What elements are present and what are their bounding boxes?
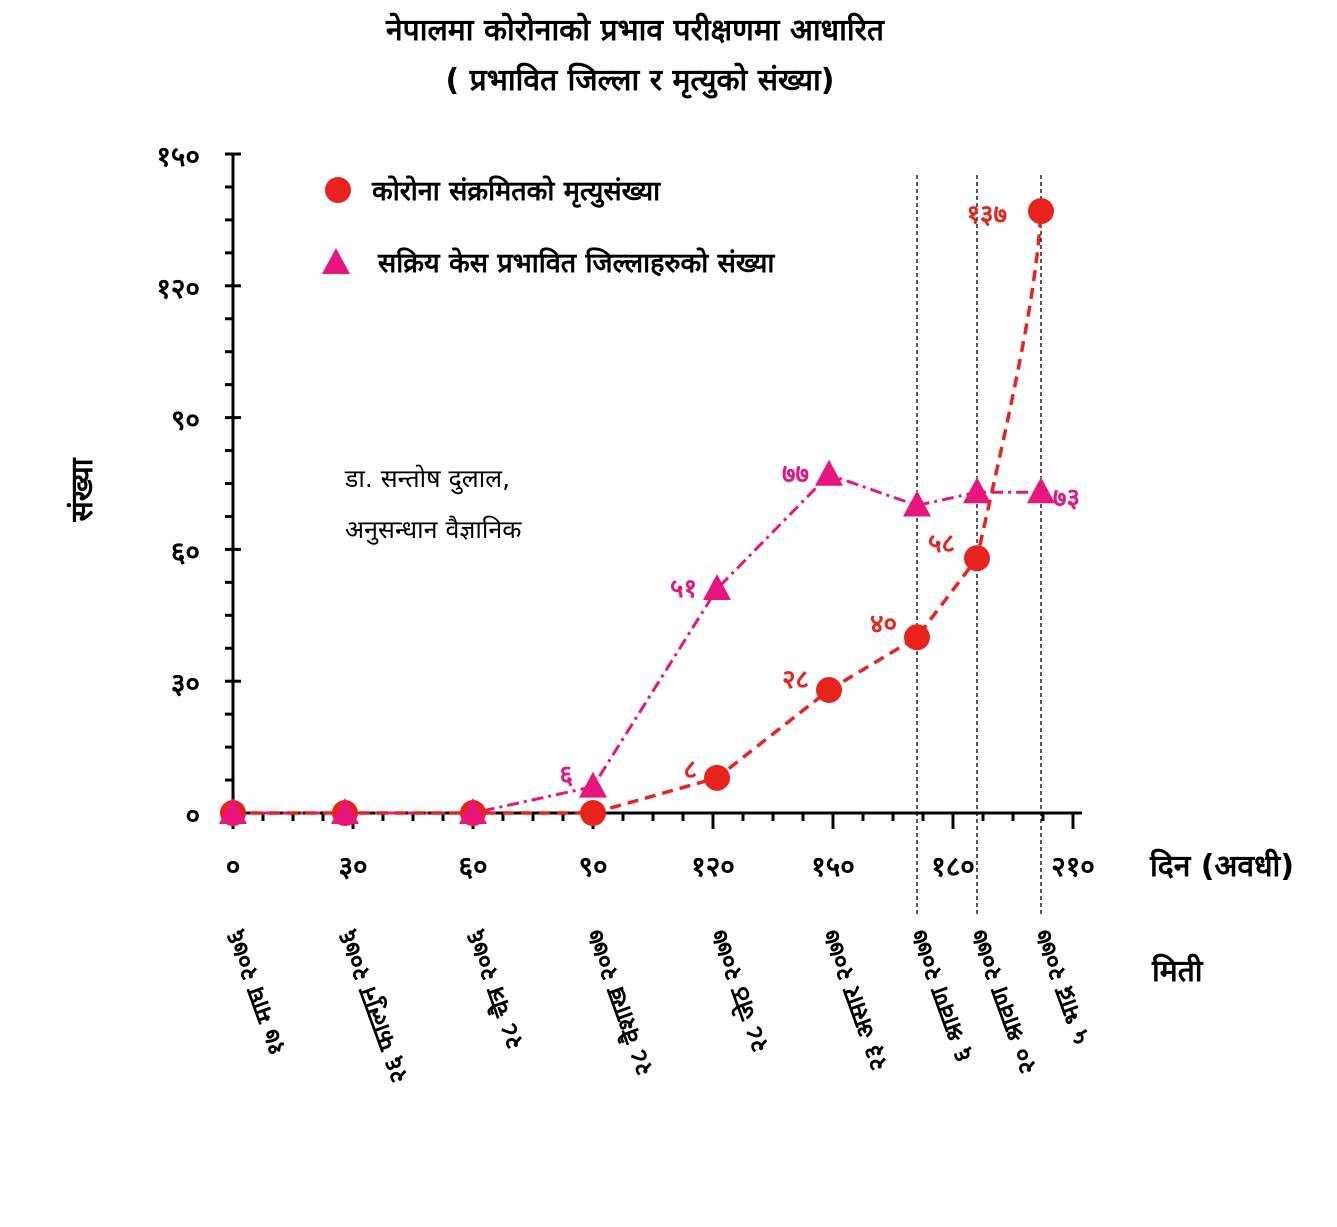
y-tick-label: ०: [185, 799, 200, 832]
y-tick-label: ६०: [171, 535, 200, 568]
legend-marker-deaths: [325, 177, 351, 203]
chart-title-line1: नेपालमा कोरोनाको प्रभाव परीक्षणमा आधारित: [385, 12, 886, 48]
marker-districts: [815, 459, 843, 486]
date-label: २८ वैशाख २०७७: [579, 926, 659, 1080]
marker-districts: [219, 798, 247, 824]
marker-districts: [963, 477, 991, 504]
x-tick-label: ०: [226, 850, 241, 883]
marker-districts: [703, 573, 731, 600]
x-tick-label: १८०: [931, 850, 975, 883]
y-tick-label: ३०: [171, 667, 200, 700]
x-tick-label: १५०: [811, 850, 855, 883]
point-label-districts: ५१: [670, 574, 697, 604]
date-label: १७ माघ २०७६: [219, 926, 291, 1060]
series-line-deaths: [233, 211, 1043, 815]
point-label-districts: ७७: [782, 460, 809, 490]
y-tick-label: १५०: [156, 140, 200, 173]
x-tick-label: ६०: [458, 850, 487, 883]
marker-deaths: [580, 800, 606, 826]
date-axis-label: मिती: [1151, 953, 1204, 989]
legend-label-districts: सक्रिय केस प्रभावित जिल्लाहरुको संख्या: [377, 247, 775, 279]
y-axis-label: संख्या: [65, 457, 100, 522]
date-label: २३ असार २०७७: [815, 926, 893, 1075]
date-label: २८ जेठ २०७७: [703, 926, 774, 1057]
credit-author: डा. सन्तोष दुलाल,: [344, 464, 510, 495]
marker-deaths: [904, 624, 930, 651]
marker-districts: [1027, 477, 1055, 504]
legend: कोरोना संक्रमितको मृत्युसंख्या सक्रिय के…: [322, 175, 775, 279]
marker-deaths: [704, 764, 730, 791]
point-label-deaths: १३७: [966, 200, 1007, 230]
series-lines: [233, 211, 1043, 815]
date-label: २६ फाल्गुन २०७६: [331, 925, 415, 1087]
marker-districts: [459, 798, 487, 824]
point-label-districts: ६: [559, 761, 573, 791]
point-label-deaths: २८: [782, 665, 809, 695]
legend-label-deaths: कोरोना संक्रमितको मृत्युसंख्या: [371, 175, 661, 208]
date-label: ५ भाद्र २०७७: [1027, 926, 1095, 1048]
point-label-deaths: ४०: [870, 609, 897, 639]
point-labels: ८ २८ ४० ५८ १३७ ६ ५१ ७७ ७३: [559, 200, 1080, 791]
marker-districts: [903, 490, 931, 517]
date-labels: १७ माघ २०७६ २६ फाल्गुन २०७६ २८ चैत्र २०७६ २…: [219, 925, 1095, 1087]
credit-affiliation: अनुसन्धान वैज्ञानिक: [345, 515, 522, 545]
x-tick-label: १२०: [691, 850, 735, 883]
legend-marker-districts: [322, 248, 350, 274]
reference-lines: [916, 175, 1042, 915]
date-label: २८ चैत्र २०७६: [459, 926, 529, 1053]
x-tick-label: ९०: [578, 850, 607, 883]
point-label-districts: ७३: [1053, 483, 1080, 513]
marker-deaths: [1028, 198, 1054, 225]
marker-districts: [579, 771, 607, 798]
marker-deaths: [816, 676, 842, 703]
marker-deaths: [964, 545, 990, 572]
marker-districts: [331, 798, 359, 824]
y-tick-label: १२०: [156, 272, 200, 305]
chart-title-line2: ( प्रभावित जिल्ला र मृत्युको संख्या): [446, 62, 835, 99]
x-unit-label: दिन (अवधी): [1149, 848, 1294, 884]
series-markers: [219, 198, 1055, 826]
point-label-deaths: ८: [683, 755, 697, 785]
x-tick-label: २१०: [1051, 850, 1095, 883]
x-ticks: ० ३० ६० ९० १२० १५० १८० २१०: [226, 813, 1095, 883]
point-label-deaths: ५८: [928, 529, 955, 559]
y-tick-label: ९०: [171, 404, 200, 437]
y-ticks: ० ३० ६० ९० १२० १५०: [156, 140, 241, 832]
x-tick-label: ३०: [338, 850, 367, 883]
